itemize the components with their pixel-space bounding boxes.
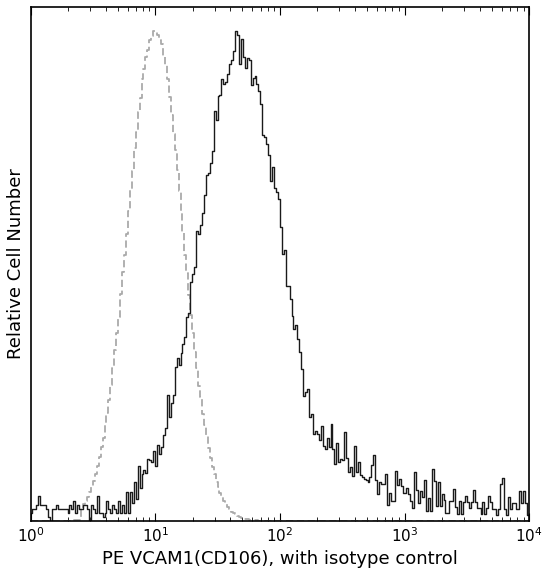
Y-axis label: Relative Cell Number: Relative Cell Number bbox=[7, 168, 25, 359]
X-axis label: PE VCAM1(CD106), with isotype control: PE VCAM1(CD106), with isotype control bbox=[102, 550, 458, 568]
